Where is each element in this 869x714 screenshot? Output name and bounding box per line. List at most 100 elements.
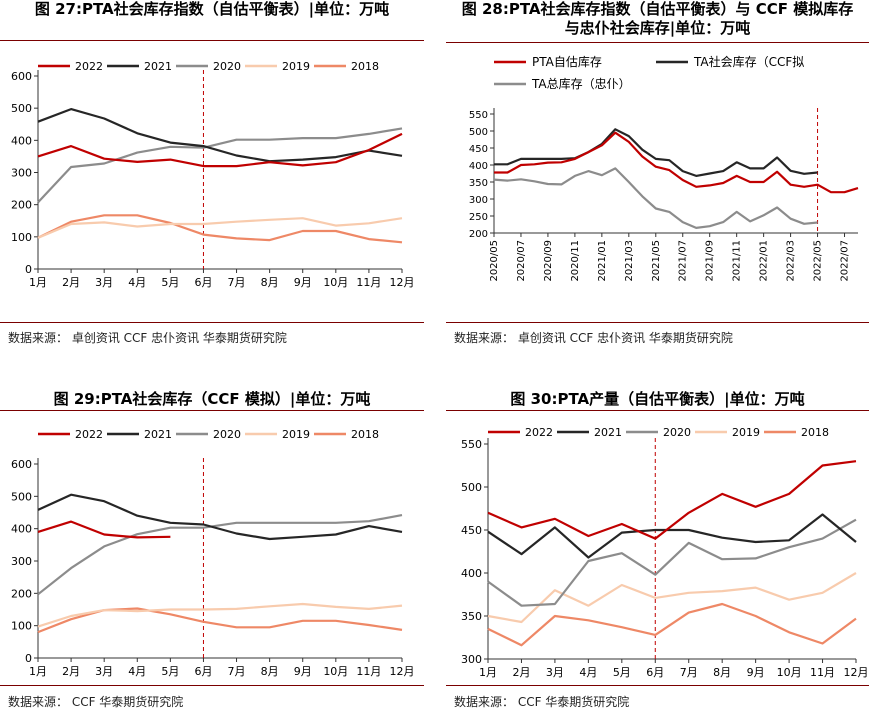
title-rule [446, 410, 869, 411]
legend-label: TA总库存（忠仆） [531, 76, 631, 91]
source-rule [446, 322, 869, 323]
x-tick-label: 5月 [161, 665, 179, 678]
y-tick-label: 400 [461, 567, 482, 580]
source-rule [446, 685, 869, 686]
series-line-2022 [37, 520, 171, 539]
title-rule [0, 410, 424, 411]
x-tick-label: 12月 [390, 665, 415, 678]
chart-title: 图 30:PTA产量（自估平衡表）|单位：万吨 [510, 390, 805, 408]
series-line-2019 [37, 602, 403, 628]
source-note: 数据来源： CCF 华泰期货研究院 [8, 695, 184, 709]
x-tick-label: 8月 [261, 665, 279, 678]
x-tick-label: 2022/03 [786, 240, 797, 282]
legend-label: 2022 [75, 60, 103, 73]
x-tick-label: 10月 [323, 276, 348, 289]
y-tick-label: 400 [469, 161, 488, 172]
title-rule [446, 42, 869, 43]
chart-panel-29: 图 29:PTA社会库存（CCF 模拟）|单位：万吨 0 100 200 300 400… [0, 388, 424, 714]
legend-label: 2018 [351, 428, 379, 441]
y-tick-label: 100 [11, 620, 32, 633]
source-rule [0, 322, 424, 323]
x-tick-label: 2022/05 [813, 240, 824, 282]
y-tick-label: 300 [469, 195, 488, 206]
series-line-2021 [37, 108, 403, 163]
x-tick-label: 8月 [261, 276, 279, 289]
x-tick-label: 1月 [29, 665, 47, 678]
chart-panel-27: 图 27:PTA社会库存指数（自估平衡表）|单位：万吨 0 100 200 300 40… [0, 0, 424, 350]
x-tick-label: 2月 [62, 276, 80, 289]
x-tick-label: 7月 [228, 665, 246, 678]
x-tick-label: 2020/11 [570, 240, 581, 282]
series-line-2022 [487, 460, 857, 540]
chart-title-line-2: 与忠仆社会库存|单位：万吨 [564, 19, 751, 37]
x-tick-label: 2021/07 [678, 240, 689, 282]
x-tick-label: 10月 [323, 665, 348, 678]
x-tick-label: 6月 [646, 666, 664, 679]
legend-label: 2019 [732, 426, 760, 439]
y-tick-label: 450 [469, 144, 488, 155]
x-tick-label: 2022/01 [759, 240, 770, 282]
y-tick-label: 0 [25, 263, 32, 276]
y-tick-label: 200 [11, 199, 32, 212]
x-tick-label: 2021/11 [732, 240, 743, 282]
y-tick-label: 600 [11, 458, 32, 471]
legend-label: 2021 [594, 426, 622, 439]
line-chart-28: 200 250 300 350 400 450 500 550 2020/05 2020/07 20… [469, 54, 859, 282]
y-tick-label: 300 [11, 555, 32, 568]
x-tick-label: 3月 [95, 276, 113, 289]
x-tick-label: 11月 [356, 665, 381, 678]
chart-panel-28: 图 28:PTA社会库存指数（自估平衡表）与 CCF 模拟库存 与忠仆社会库存|… [446, 0, 869, 350]
x-tick-label: 4月 [128, 276, 146, 289]
y-tick-label: 350 [461, 610, 482, 623]
x-tick-label: 7月 [228, 276, 246, 289]
y-tick-label: 450 [461, 524, 482, 537]
y-tick-label: 500 [461, 481, 482, 494]
series-line-TA总库存（忠仆） [493, 167, 818, 229]
x-tick-label: 5月 [161, 276, 179, 289]
legend-label: 2021 [144, 428, 172, 441]
x-tick-label: 1月 [479, 666, 497, 679]
y-tick-label: 200 [469, 229, 488, 240]
x-tick-label: 3月 [95, 665, 113, 678]
series-line-2020 [37, 514, 403, 596]
legend-label: 2018 [351, 60, 379, 73]
legend-label: 2019 [282, 428, 310, 441]
series-line-PTA自估库存 [494, 131, 859, 194]
series-line-2018 [37, 214, 403, 244]
legend-label: PTA自估库存 [532, 54, 602, 69]
x-tick-label: 11月 [356, 276, 381, 289]
series-line-2022 [37, 132, 403, 168]
y-tick-label: 600 [11, 70, 32, 83]
x-tick-label: 5月 [613, 666, 631, 679]
chart-title: 图 27:PTA社会库存指数（自估平衡表）|单位：万吨 [34, 0, 390, 18]
legend-label: 2019 [282, 60, 310, 73]
y-tick-label: 100 [11, 231, 32, 244]
x-tick-label: 10月 [777, 666, 802, 679]
source-rule [0, 685, 424, 686]
y-tick-label: 350 [469, 178, 488, 189]
x-tick-label: 4月 [128, 665, 146, 678]
series-line-2021 [487, 513, 857, 559]
legend-label: TA社会库存（CCF拟 [693, 54, 804, 69]
legend-label: 2020 [663, 426, 691, 439]
x-tick-label: 2021/05 [651, 240, 662, 282]
x-tick-label: 9月 [747, 666, 765, 679]
x-tick-label: 12月 [844, 666, 869, 679]
x-tick-label: 2021/01 [597, 240, 608, 282]
series-line-2019 [37, 217, 403, 239]
series-line-2018 [487, 602, 857, 647]
y-tick-label: 500 [11, 102, 32, 115]
y-tick-label: 300 [461, 653, 482, 666]
x-tick-label: 2月 [512, 666, 530, 679]
legend-label: 2020 [213, 60, 241, 73]
y-tick-label: 500 [11, 490, 32, 503]
y-tick-label: 400 [11, 134, 32, 147]
x-tick-label: 2022/07 [840, 240, 851, 282]
chart-title: 图 28:PTA社会库存指数（自估平衡表）与 CCF 模拟库存 与忠仆社会库存|… [446, 0, 869, 38]
y-tick-label: 500 [469, 127, 488, 138]
x-tick-label: 2021/09 [705, 240, 716, 282]
line-chart-27: 0 100 200 300 400 500 600 1月 2月 3月 4月 5月 6月 7月 8月 9月 10月… [11, 60, 415, 289]
x-tick-label: 6月 [194, 276, 212, 289]
y-tick-label: 0 [25, 652, 32, 665]
x-tick-label: 9月 [294, 665, 312, 678]
